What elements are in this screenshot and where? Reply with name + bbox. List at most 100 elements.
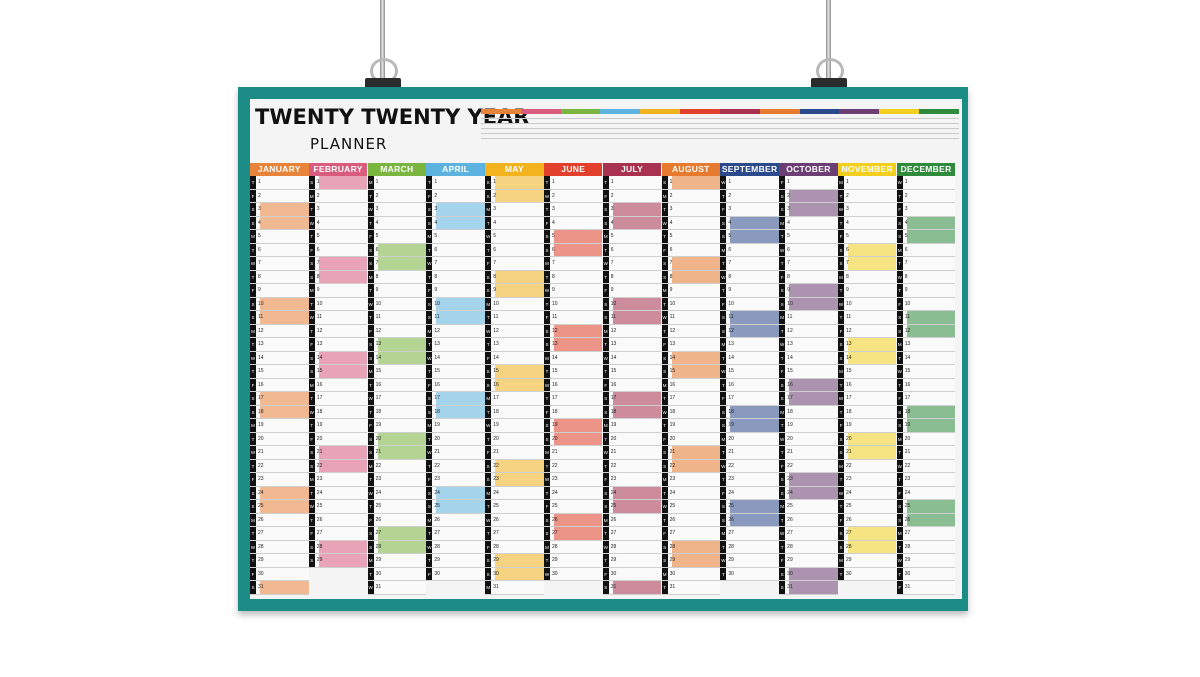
day-row[interactable]: S 10: [426, 297, 485, 311]
day-row[interactable]: S 30: [779, 567, 838, 581]
day-row[interactable]: S 25: [896, 500, 956, 514]
day-row[interactable]: M 13: [720, 338, 779, 352]
day-row[interactable]: T 14: [896, 351, 956, 365]
day-row[interactable]: M 16: [661, 378, 721, 392]
day-row[interactable]: T 24: [543, 486, 603, 500]
day-row[interactable]: T 19: [661, 419, 721, 433]
day-row[interactable]: M 23: [308, 473, 368, 487]
day-row[interactable]: S 24: [779, 486, 838, 500]
day-row[interactable]: S 29: [308, 554, 368, 568]
day-row[interactable]: T 23: [837, 473, 897, 487]
day-row[interactable]: M 11: [779, 311, 838, 325]
day-row[interactable]: S 21: [837, 446, 897, 460]
day-row[interactable]: T 26: [308, 513, 368, 527]
day-row[interactable]: M 14: [543, 351, 603, 365]
day-row[interactable]: W 24: [367, 486, 427, 500]
day-row[interactable]: S 25: [426, 500, 485, 514]
day-row[interactable]: S 24: [250, 486, 309, 500]
day-row[interactable]: S 21: [661, 446, 721, 460]
day-row[interactable]: S 17: [602, 392, 662, 406]
day-row[interactable]: S 27: [367, 527, 427, 541]
day-row[interactable]: F 30: [602, 567, 662, 581]
day-row[interactable]: S 23: [779, 473, 838, 487]
day-row[interactable]: M 26: [602, 513, 662, 527]
day-row[interactable]: F 17: [896, 392, 956, 406]
day-row[interactable]: S 14: [837, 351, 897, 365]
day-row[interactable]: S 17: [250, 392, 309, 406]
day-row[interactable]: F 12: [367, 324, 427, 338]
day-row[interactable]: S 14: [367, 351, 427, 365]
day-row[interactable]: W 14: [426, 351, 485, 365]
day-row[interactable]: S 14: [308, 351, 368, 365]
day-row[interactable]: S 18: [250, 405, 309, 419]
day-row[interactable]: S 12: [543, 324, 603, 338]
day-row[interactable]: T 21: [720, 446, 779, 460]
day-row[interactable]: S 13: [543, 338, 603, 352]
day-row[interactable]: S 10: [779, 297, 838, 311]
day-row[interactable]: T 15: [602, 365, 662, 379]
day-row[interactable]: W 25: [661, 500, 721, 514]
day-row[interactable]: W 21: [250, 446, 309, 460]
day-row[interactable]: T 23: [720, 473, 779, 487]
day-row[interactable]: T 26: [661, 513, 721, 527]
day-row[interactable]: T 13: [485, 338, 544, 352]
day-row[interactable]: S 11: [896, 311, 956, 325]
day-row[interactable]: W 20: [779, 432, 838, 446]
day-row[interactable]: S 11: [250, 311, 309, 325]
day-row[interactable]: S 23: [485, 473, 544, 487]
day-row[interactable]: T 22: [543, 459, 603, 473]
day-row[interactable]: S 24: [426, 486, 485, 500]
day-row[interactable]: T 16: [367, 378, 427, 392]
day-row[interactable]: S 27: [837, 527, 897, 541]
day-row[interactable]: F 17: [720, 392, 779, 406]
day-row[interactable]: S 28: [661, 540, 721, 554]
day-row[interactable]: T 29: [250, 554, 309, 568]
day-row[interactable]: F 10: [896, 297, 956, 311]
day-row[interactable]: M 21: [543, 446, 603, 460]
day-row[interactable]: W 15: [896, 365, 956, 379]
day-row[interactable]: S 31: [602, 581, 662, 595]
day-row[interactable]: S 20: [367, 432, 427, 446]
day-row[interactable]: S 28: [837, 540, 897, 554]
day-row[interactable]: S 15: [308, 365, 368, 379]
day-row[interactable]: T 25: [837, 500, 897, 514]
day-row[interactable]: T 17: [308, 392, 368, 406]
day-row[interactable]: F 20: [661, 432, 721, 446]
day-row[interactable]: S 19: [896, 419, 956, 433]
day-row[interactable]: F 23: [602, 473, 662, 487]
day-row[interactable]: T 30: [720, 567, 779, 581]
day-row[interactable]: M 19: [426, 419, 485, 433]
day-row[interactable]: T 21: [896, 446, 956, 460]
day-row[interactable]: S 18: [720, 405, 779, 419]
day-row[interactable]: S 13: [837, 338, 897, 352]
day-row[interactable]: T 30: [837, 567, 897, 581]
